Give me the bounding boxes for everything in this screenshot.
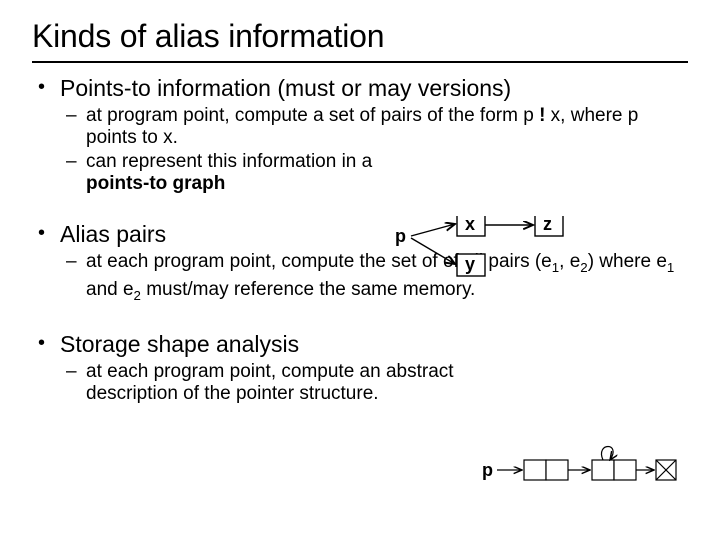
cell1-left: [524, 460, 546, 480]
points-to-graph-svg: p x y z: [395, 216, 625, 282]
node-p-label: p: [395, 226, 406, 246]
cell2-right: [614, 460, 636, 480]
node-y-label: y: [465, 254, 475, 274]
edge-p-x: [411, 224, 455, 236]
sub-3-1-text: at each program point, compute an abstra…: [86, 361, 506, 405]
sub-1-1-text: at program point, compute a set of pairs…: [86, 105, 638, 148]
cell1-right: [546, 460, 568, 480]
sub-list-1: at program point, compute a set of pairs…: [60, 105, 688, 195]
sub-3-1: at each program point, compute an abstra…: [60, 361, 688, 405]
bullet-points-to-text: Points-to information (must or may versi…: [60, 75, 688, 101]
slide: Kinds of alias information Points-to inf…: [0, 0, 720, 540]
edge-self-loop: [601, 447, 613, 461]
title-rule: [32, 61, 688, 63]
storage-shape-svg: p: [482, 442, 682, 494]
cell2-left: [592, 460, 614, 480]
bullet-storage-shape: Storage shape analysis at each program p…: [32, 331, 688, 405]
node-x-label: x: [465, 216, 475, 234]
storage-shape-diagram: p: [482, 442, 682, 494]
sub-1-2-text: can represent this information in a poin…: [86, 151, 396, 195]
bullet-storage-shape-text: Storage shape analysis: [60, 331, 688, 357]
sub-1-1: at program point, compute a set of pairs…: [60, 105, 688, 149]
edge-p-y: [411, 238, 455, 264]
sub-1-2: can represent this information in a poin…: [60, 151, 688, 195]
bullet-points-to: Points-to information (must or may versi…: [32, 75, 688, 195]
points-to-graph-diagram: p x y z: [395, 216, 625, 282]
node-z-label: z: [543, 216, 552, 234]
slide-title: Kinds of alias information: [32, 18, 688, 55]
sub-list-3: at each program point, compute an abstra…: [60, 361, 688, 405]
node-p-label-2: p: [482, 460, 493, 480]
